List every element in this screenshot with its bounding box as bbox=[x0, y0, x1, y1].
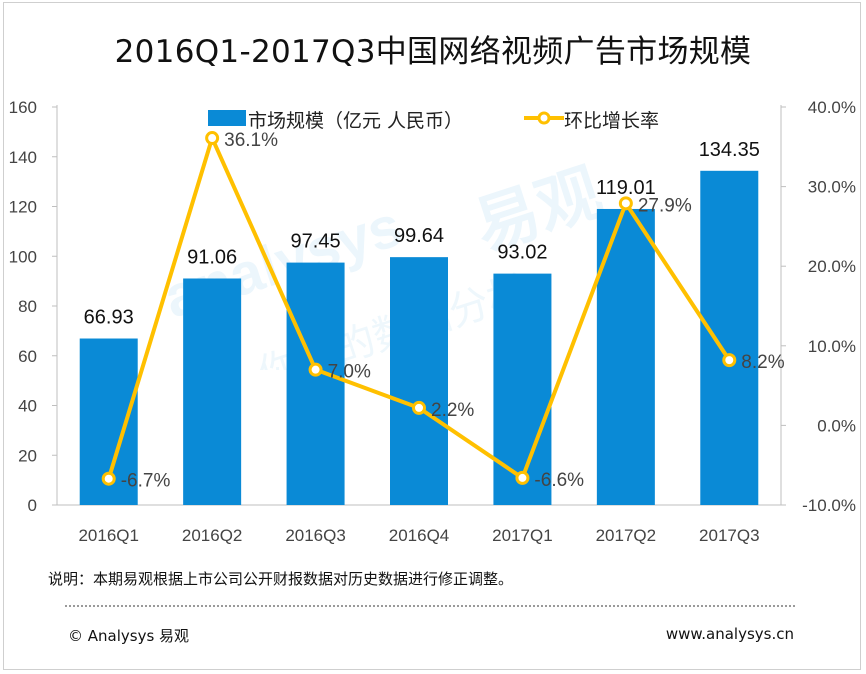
x-tick-label: 2017Q3 bbox=[699, 526, 760, 545]
bar-value-label: 66.93 bbox=[84, 307, 134, 329]
bar bbox=[183, 278, 242, 505]
growth-rate-label: 2.2% bbox=[431, 400, 474, 421]
legend-line-swatch bbox=[524, 111, 564, 125]
y-left-tick-label: 100 bbox=[9, 247, 37, 266]
y-left-tick-label: 160 bbox=[9, 98, 37, 117]
legend-bar-swatch bbox=[208, 110, 246, 126]
growth-rate-point bbox=[618, 196, 633, 211]
legend-line-label: 环比增长率 bbox=[564, 110, 660, 132]
bar-value-label: 134.35 bbox=[699, 139, 760, 161]
footnote: 说明：本期易观根据上市公司公开财报数据对历史数据进行修正调整。 bbox=[48, 570, 514, 588]
y-right-tick-label: 20.0% bbox=[808, 257, 856, 276]
y-left-tick-label: 20 bbox=[18, 446, 37, 465]
bar bbox=[700, 170, 759, 505]
x-tick-label: 2016Q3 bbox=[285, 526, 346, 545]
chart-frame bbox=[3, 2, 861, 670]
growth-rate-label: 27.9% bbox=[638, 195, 692, 216]
website-link[interactable]: www.analysys.cn bbox=[665, 625, 794, 643]
copyright-text: © Analysys 易观 bbox=[68, 627, 190, 645]
y-right-tick-label: 30.0% bbox=[808, 178, 856, 197]
y-right-tick-label: 0.0% bbox=[817, 416, 856, 435]
bar bbox=[286, 262, 345, 505]
x-tick-label: 2016Q4 bbox=[389, 526, 450, 545]
bar-value-label: 93.02 bbox=[497, 242, 547, 264]
x-tick-label: 2016Q2 bbox=[182, 526, 243, 545]
bar-value-label: 91.06 bbox=[187, 246, 237, 268]
chart-title: 2016Q1-2017Q3中国网络视频广告市场规模 bbox=[114, 34, 752, 70]
bar-value-label: 99.64 bbox=[394, 225, 444, 247]
growth-rate-point bbox=[515, 470, 530, 485]
y-left-tick-label: 140 bbox=[9, 148, 37, 167]
y-left-tick-label: 80 bbox=[18, 297, 37, 316]
y-left-tick-label: 60 bbox=[18, 347, 37, 366]
x-tick-label: 2016Q1 bbox=[78, 526, 139, 545]
y-left-tick-label: 0 bbox=[28, 496, 37, 515]
growth-rate-label: -6.6% bbox=[534, 470, 584, 491]
legend-bar-label: 市场规模（亿元 人民币） bbox=[248, 110, 464, 132]
bar-value-label: 97.45 bbox=[291, 231, 341, 253]
bar bbox=[390, 257, 448, 505]
y-left-tick-label: 40 bbox=[18, 397, 37, 416]
x-tick-label: 2017Q1 bbox=[492, 526, 553, 545]
y-right-tick-label: 10.0% bbox=[808, 337, 856, 356]
growth-rate-point bbox=[101, 471, 116, 486]
growth-rate-label: 36.1% bbox=[224, 130, 278, 151]
y-right-tick-label: 40.0% bbox=[808, 98, 856, 117]
bar-value-label: 119.01 bbox=[596, 177, 656, 199]
y-right-tick-label: -10.0% bbox=[802, 496, 856, 515]
growth-rate-point bbox=[205, 131, 220, 146]
growth-rate-label: -6.7% bbox=[121, 471, 171, 492]
growth-rate-point bbox=[412, 400, 426, 415]
footer-divider bbox=[65, 605, 795, 607]
growth-rate-label: 8.2% bbox=[741, 352, 784, 373]
growth-rate-point bbox=[722, 353, 737, 368]
growth-rate-point bbox=[308, 362, 323, 377]
growth-rate-label: 7.0% bbox=[328, 362, 371, 383]
y-left-tick-label: 120 bbox=[9, 198, 37, 217]
x-tick-label: 2017Q2 bbox=[596, 526, 657, 545]
